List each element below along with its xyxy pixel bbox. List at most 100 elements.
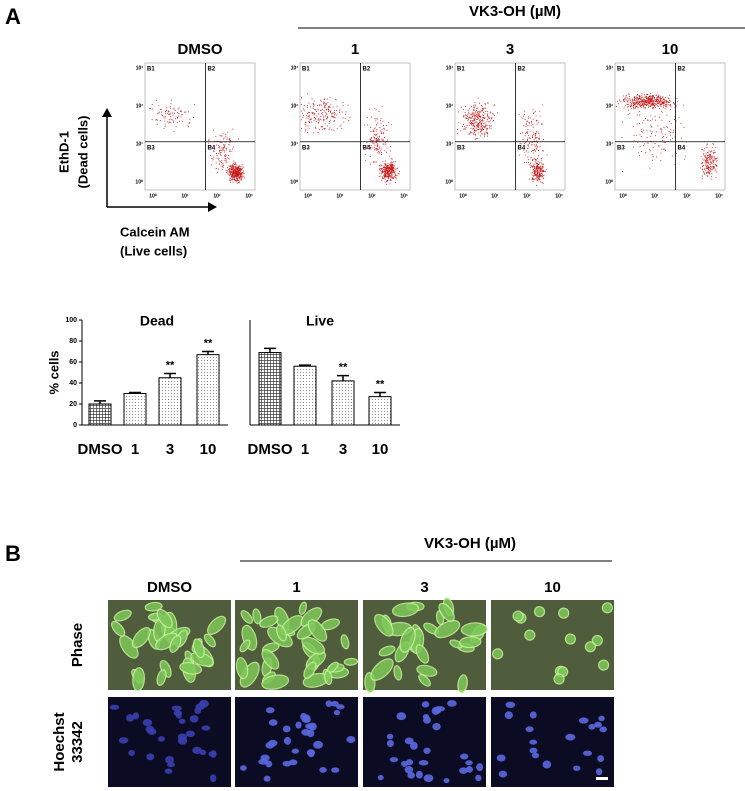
flow-dot — [237, 172, 239, 174]
flow-dot — [481, 128, 483, 130]
flow-dot — [238, 173, 240, 174]
flow-dot — [235, 170, 237, 172]
flow-dot — [529, 117, 531, 119]
flow-dot — [233, 163, 235, 165]
flow-dot — [530, 125, 532, 127]
flow-dot — [386, 172, 388, 173]
flow-dot — [540, 171, 541, 172]
flow-dot — [373, 146, 375, 148]
flow-dot — [243, 177, 245, 179]
flow-dot — [373, 129, 375, 131]
flow-dot — [224, 141, 226, 143]
flow-dot — [644, 106, 646, 108]
flow-dot — [324, 112, 326, 114]
flow-dot — [228, 168, 229, 170]
flow-dot — [525, 126, 527, 128]
flow-dot — [663, 100, 665, 102]
flow-dot — [715, 168, 717, 170]
flow-dot — [318, 118, 320, 120]
flow-dot — [237, 180, 239, 181]
flow-dot — [397, 173, 399, 175]
flow-dot — [474, 130, 476, 132]
flow-dot — [391, 171, 393, 173]
flow-dot — [527, 137, 529, 139]
flow-dot — [487, 128, 489, 130]
flow-dot — [235, 174, 237, 176]
flow-dot — [481, 119, 483, 121]
flow-dot — [664, 104, 666, 106]
flow-dot — [375, 130, 377, 132]
flow-dot — [483, 107, 485, 109]
flow-dot — [538, 163, 540, 165]
flow-dot — [489, 112, 491, 114]
x-tick-label: DMSO — [78, 441, 123, 458]
flow-dot — [311, 112, 313, 114]
flow-dot — [711, 150, 713, 152]
flow-dot — [229, 150, 230, 152]
flow-dot — [649, 98, 651, 99]
flow-dot — [540, 161, 542, 163]
condition-label: 3 — [420, 579, 428, 596]
flow-dot — [535, 163, 537, 165]
flow-dot — [546, 154, 548, 156]
cell — [132, 667, 145, 692]
flow-dot — [656, 104, 658, 105]
nucleus — [531, 752, 540, 759]
flow-dot — [307, 113, 309, 114]
flow-dot — [383, 168, 385, 170]
flow-dot — [652, 156, 654, 157]
flow-dot — [526, 131, 528, 133]
flow-dot — [342, 105, 344, 107]
arrow-head — [208, 202, 217, 212]
flow-dot — [307, 115, 309, 117]
flow-dot — [368, 145, 370, 147]
flow-dot — [238, 180, 240, 182]
flow-dot — [395, 175, 397, 177]
flow-dot — [478, 124, 479, 126]
flow-dot — [538, 155, 540, 157]
flow-dot — [480, 122, 482, 124]
cell — [584, 641, 597, 653]
flow-dot — [538, 133, 540, 134]
flow-dot — [170, 112, 172, 114]
flow-dot — [657, 100, 659, 102]
flow-dot — [710, 178, 712, 180]
flow-dot — [656, 97, 657, 99]
chart-title: Live — [306, 313, 334, 329]
flow-dot — [229, 178, 231, 179]
flow-dot — [392, 168, 394, 170]
flow-dot — [151, 108, 153, 110]
flow-dot — [172, 112, 174, 114]
flow-dot — [482, 117, 484, 119]
flow-dot — [705, 172, 707, 174]
flow-dot — [241, 175, 243, 177]
flow-dot — [716, 164, 717, 166]
flow-dot — [370, 116, 372, 118]
flow-dot — [667, 100, 669, 102]
flow-dot — [390, 175, 392, 177]
flow-dot — [490, 118, 492, 120]
flow-dot — [383, 175, 385, 177]
flow-dot — [473, 128, 475, 130]
flow-dot — [537, 169, 539, 171]
flow-dot — [149, 108, 151, 110]
flow-dot — [639, 154, 641, 156]
flow-dot — [388, 172, 389, 174]
flow-dot — [483, 117, 485, 119]
flow-dot — [386, 176, 388, 178]
flow-dot — [381, 133, 383, 134]
nucleus — [404, 765, 414, 774]
log-tick-label: 10⁰ — [290, 179, 298, 185]
flow-dot — [531, 165, 533, 167]
flow-dot — [391, 162, 393, 164]
flow-dot — [666, 126, 667, 128]
flow-dot — [474, 105, 476, 107]
flow-dot — [229, 170, 231, 171]
flow-dot — [236, 166, 238, 168]
flow-dot — [472, 120, 474, 122]
flow-dot — [378, 139, 380, 141]
flow-dot — [218, 160, 220, 162]
flow-dot — [479, 120, 481, 122]
flow-dot — [540, 158, 542, 159]
